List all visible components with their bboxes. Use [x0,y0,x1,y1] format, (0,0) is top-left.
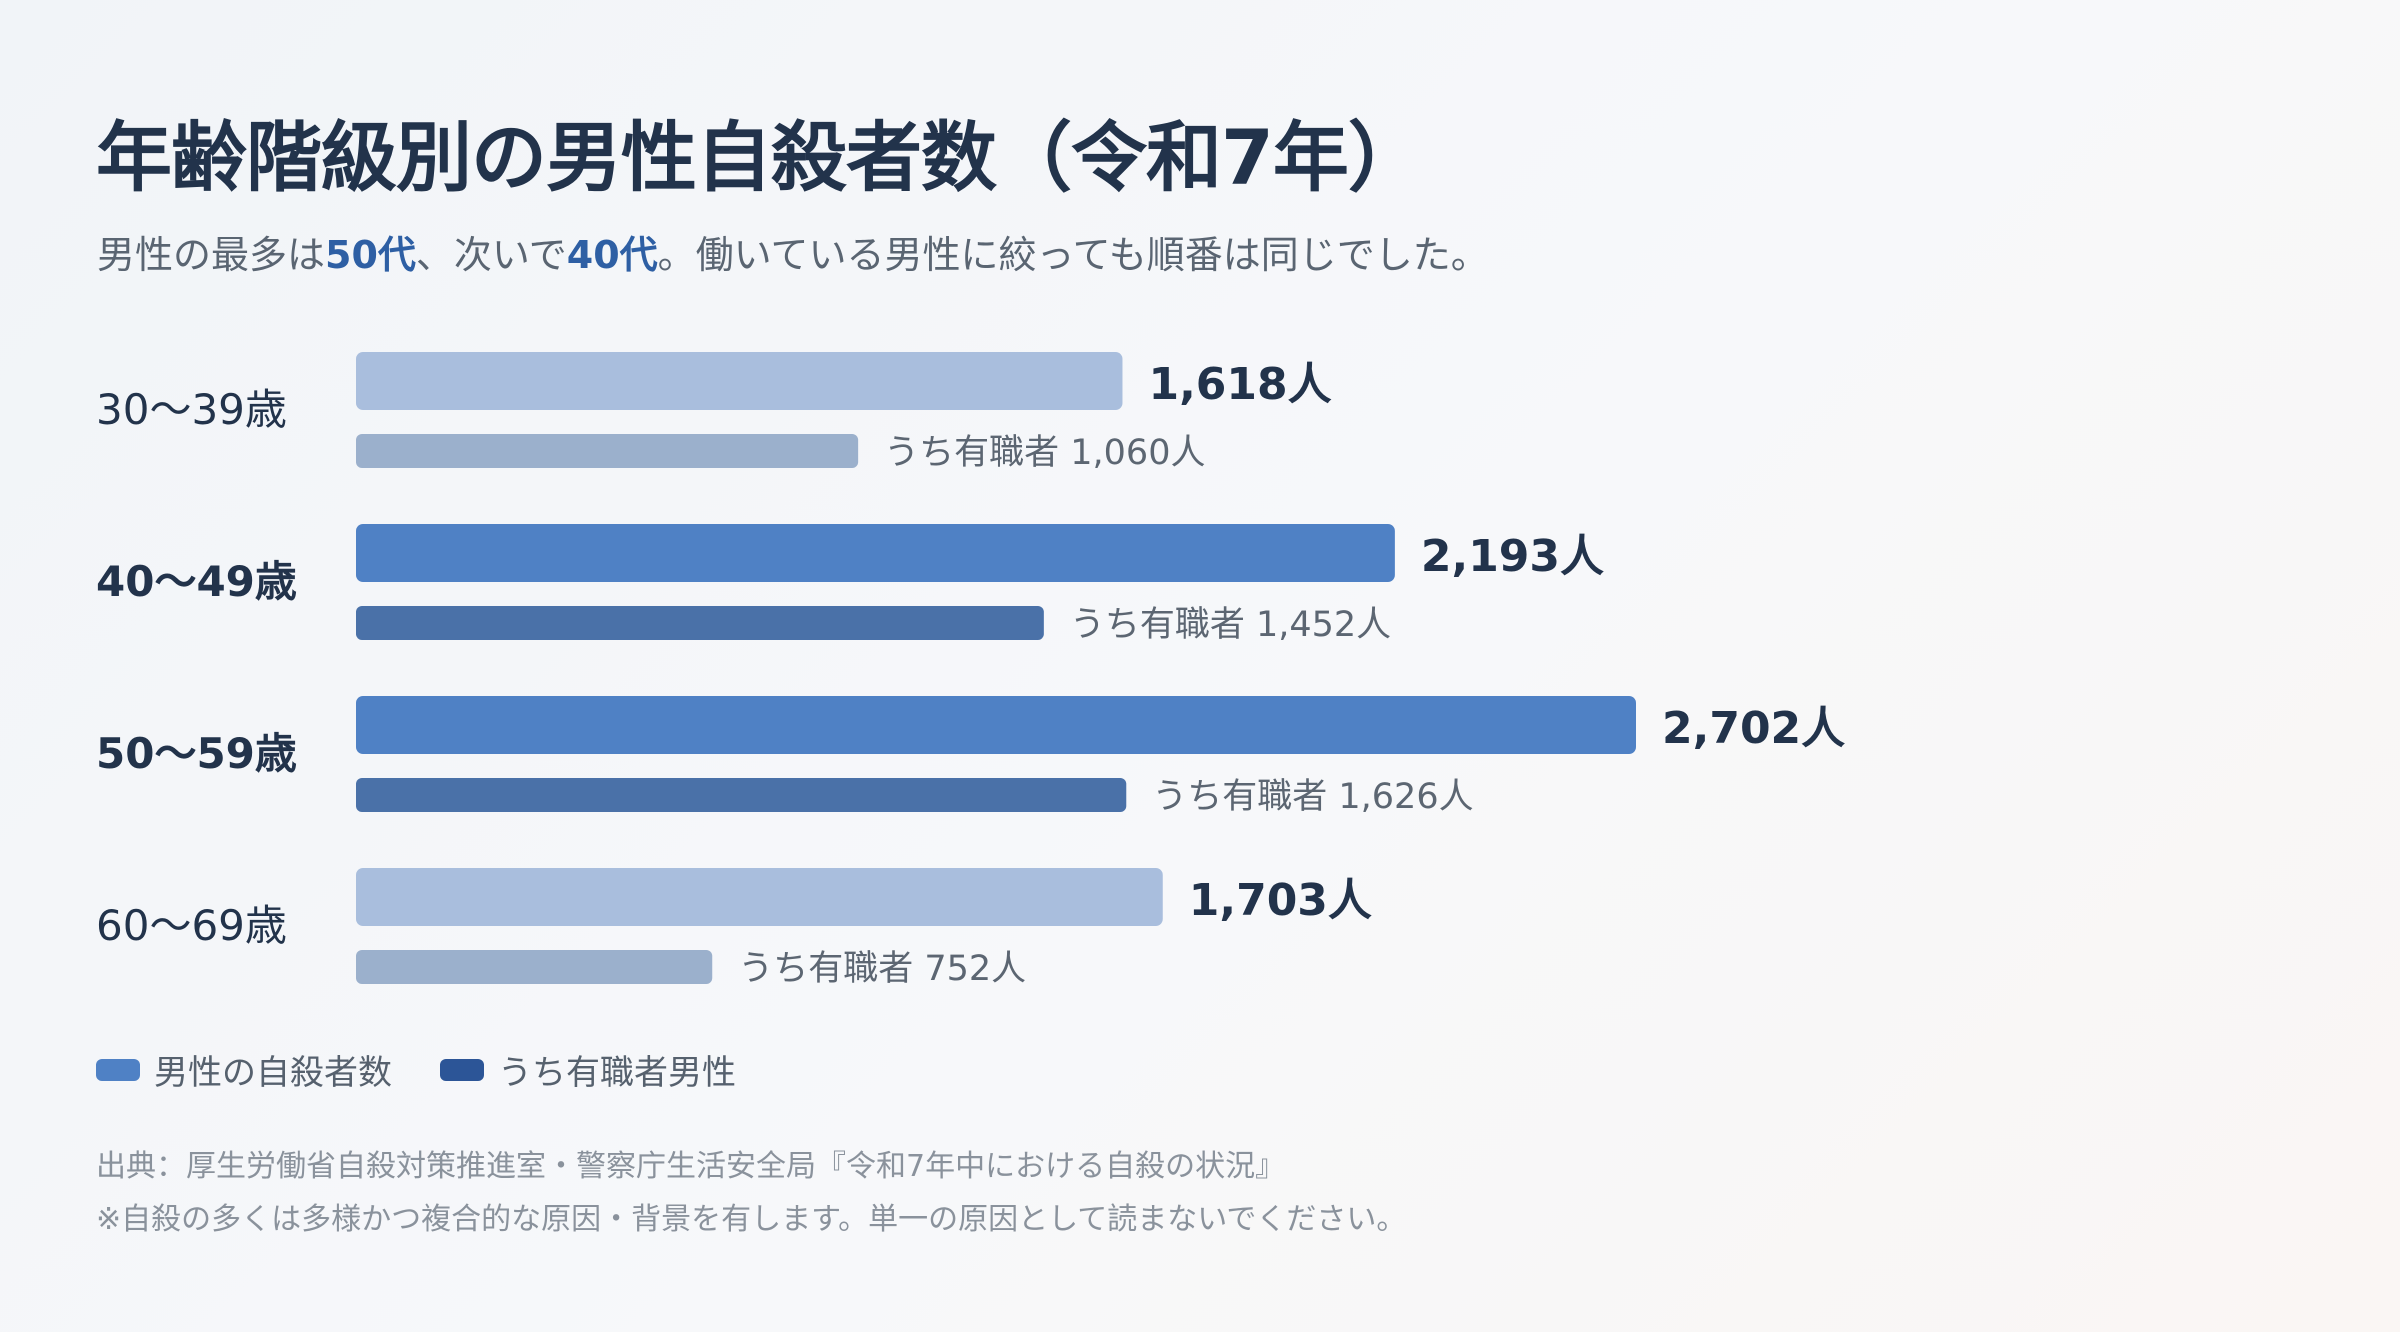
legend-item-total: 男性の自殺者数 [96,1045,392,1094]
bar-employed-age-30s [356,434,859,468]
category-label-age-30s: 30〜39歳 [96,385,287,434]
bar-employed-age-50s [356,778,1127,812]
value-label-employed-age-30s: うち有職者 1,060人 [884,433,1205,473]
value-label-total-age-60s: 1,703人 [1189,875,1372,926]
chart-legend: 男性の自殺者数 うち有職者男性 [96,1045,736,1094]
subtitle-highlight-40s: 40代 [566,233,658,277]
bar-total-age-30s [356,352,1123,410]
legend-label-total: 男性の自殺者数 [154,1053,392,1093]
chart-notes: 出典：厚生労働省自殺対策推進室・警察庁生活安全局『令和7年中における自殺の状況』… [96,1140,1406,1246]
bar-employed-age-40s [356,606,1044,640]
value-label-employed-age-60s: うち有職者 752人 [738,949,1026,989]
legend-swatch-total [96,1058,140,1081]
chart-title: 年齢階級別の男性自殺者数（令和7年） [96,113,1424,202]
value-label-total-age-40s: 2,193人 [1421,531,1604,582]
category-label-age-40s: 40〜49歳 [96,557,297,606]
subtitle-text-3: 。働いている男性に絞っても順番は同じでした。 [657,233,1489,277]
legend-item-employed: うち有職者男性 [440,1045,736,1094]
bar-total-age-50s [356,696,1636,754]
value-label-employed-age-40s: うち有職者 1,452人 [1070,605,1391,645]
bar-employed-age-60s [356,950,713,984]
value-label-employed-age-50s: うち有職者 1,626人 [1152,777,1473,817]
caution-note: ※自殺の多くは多様かつ複合的な原因・背景を有します。単一の原因として読まないでく… [96,1202,1407,1237]
value-label-total-age-30s: 1,618人 [1148,359,1331,410]
subtitle-text-1: 男性の最多は [97,233,326,277]
bar-total-age-40s [356,524,1395,582]
category-label-age-50s: 50〜59歳 [96,729,297,778]
value-label-total-age-50s: 2,702人 [1662,703,1845,754]
source-note: 出典：厚生労働省自殺対策推進室・警察庁生活安全局『令和7年中における自殺の状況』 [96,1149,1286,1184]
bar-total-age-60s [356,868,1163,926]
legend-label-employed: うち有職者男性 [498,1053,736,1093]
subtitle-text-2: 、次いで [415,233,567,277]
category-label-age-60s: 60〜69歳 [96,901,287,950]
chart-subtitle: 男性の最多は50代、次いで40代。働いている男性に絞っても順番は同じでした。 [97,224,1489,279]
legend-swatch-employed [440,1058,484,1081]
subtitle-highlight-50s: 50代 [325,233,416,277]
